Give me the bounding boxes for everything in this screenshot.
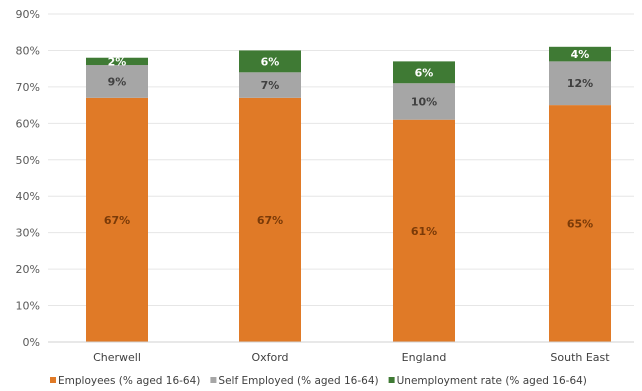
bar-segment <box>393 83 455 120</box>
data-label: 12% <box>567 77 593 90</box>
bar-segment <box>239 97 301 342</box>
bar-segment <box>393 119 455 342</box>
y-axis-tick-labels: 0% 10% 20% 30% 40% 50% 60% 70% 80% 90% <box>16 8 40 349</box>
y-tick-label: 70% <box>16 81 40 94</box>
legend-label: Unemployment rate (% aged 16-64) <box>397 375 587 387</box>
bar-segment <box>239 50 301 73</box>
x-category-label: Cherwell <box>93 351 141 364</box>
data-label: 7% <box>261 79 280 92</box>
bar-segment <box>549 105 611 342</box>
legend-label: Employees (% aged 16-64) <box>58 375 200 387</box>
y-tick-label: 40% <box>16 190 40 203</box>
bar-segment <box>549 61 611 106</box>
legend-item: Employees (% aged 16-64) <box>50 375 200 387</box>
bar-segment <box>549 46 611 62</box>
y-tick-label: 50% <box>16 154 40 167</box>
bar-segment <box>86 65 148 98</box>
legend-label: Self Employed (% aged 16-64) <box>218 375 378 387</box>
legend-swatch <box>388 377 395 383</box>
data-label: 4% <box>571 48 590 61</box>
y-tick-label: 80% <box>16 44 40 57</box>
data-label: 10% <box>411 95 437 108</box>
data-label: 6% <box>261 55 280 68</box>
x-category-label: South East <box>550 351 610 364</box>
y-tick-label: 20% <box>16 263 40 276</box>
y-tick-label: 90% <box>16 8 40 21</box>
bar-segment <box>86 97 148 342</box>
y-tick-label: 60% <box>16 117 40 130</box>
y-tick-label: 30% <box>16 227 40 240</box>
legend-swatch <box>50 377 56 383</box>
bars <box>86 46 611 342</box>
data-label: 9% <box>108 75 127 88</box>
legend: Employees (% aged 16-64) Self Employed (%… <box>50 375 587 387</box>
legend-item: Self Employed (% aged 16-64) <box>210 375 379 387</box>
data-label: 61% <box>411 225 437 238</box>
y-tick-label: 10% <box>16 300 40 313</box>
y-tick-label: 0% <box>23 336 40 349</box>
bar-segment <box>86 57 148 66</box>
data-labels: 67% 9% 2% 67% 7% 6% 61% 10% 6% 65% 12% 4% <box>104 48 593 238</box>
data-label: 65% <box>567 218 593 231</box>
data-label: 2% <box>108 55 127 68</box>
x-axis-category-labels: Cherwell Oxford England South East <box>93 351 610 364</box>
data-label: 6% <box>415 66 434 79</box>
data-label: 67% <box>257 214 283 227</box>
bar-segment <box>393 61 455 84</box>
x-category-label: England <box>402 351 447 364</box>
x-category-label: Oxford <box>251 351 288 364</box>
legend-swatch <box>210 377 217 383</box>
bar-segment <box>239 72 301 98</box>
legend-item: Unemployment rate (% aged 16-64) <box>388 375 587 387</box>
data-label: 67% <box>104 214 130 227</box>
